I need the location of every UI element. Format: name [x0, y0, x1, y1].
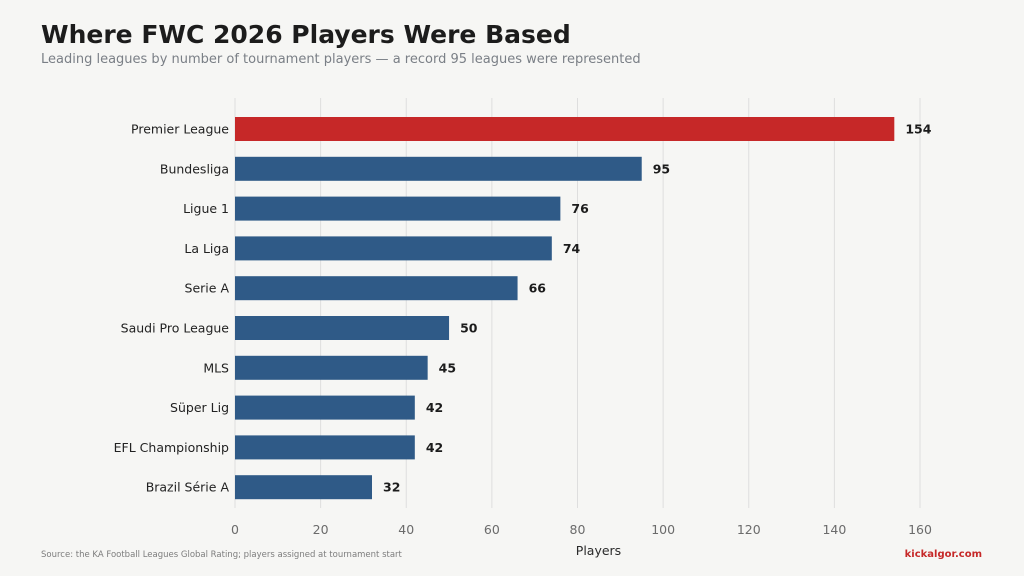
- x-tick-label: 60: [484, 522, 500, 537]
- x-tick-label: 0: [231, 522, 239, 537]
- source-note: Source: the KA Football Leagues Global R…: [41, 550, 402, 560]
- category-label: Serie A: [185, 281, 230, 296]
- category-label: Premier League: [131, 122, 229, 137]
- category-label: EFL Championship: [114, 440, 229, 455]
- value-label: 154: [905, 122, 931, 137]
- category-label: Ligue 1: [183, 201, 229, 216]
- x-axis-title: Players: [576, 543, 621, 558]
- bar: [235, 355, 428, 380]
- x-tick-label: 120: [737, 522, 761, 537]
- brand-link[interactable]: kickalgor.com: [904, 549, 982, 560]
- value-label: 50: [460, 321, 478, 336]
- category-label: Bundesliga: [160, 161, 229, 176]
- x-tick-label: 20: [313, 522, 329, 537]
- bar: [235, 117, 895, 141]
- value-label: 45: [439, 360, 456, 375]
- bar: [235, 236, 552, 261]
- bars: [235, 117, 895, 500]
- bar: [235, 196, 561, 221]
- value-label: 32: [383, 480, 400, 495]
- x-tick-label: 160: [908, 522, 932, 537]
- x-tick-label: 80: [570, 522, 586, 537]
- bar: [235, 395, 415, 420]
- value-label: 76: [571, 201, 589, 216]
- category-label: Saudi Pro League: [121, 321, 230, 336]
- value-label: 42: [426, 400, 443, 415]
- bar: [235, 475, 372, 500]
- x-tick-label: 40: [398, 522, 414, 537]
- x-tick-label: 100: [651, 522, 675, 537]
- value-label: 74: [563, 241, 581, 256]
- chart-subtitle: Leading leagues by number of tournament …: [41, 52, 641, 67]
- bar: [235, 435, 415, 460]
- bar: [235, 276, 518, 301]
- x-tick-label: 140: [822, 522, 846, 537]
- value-label: 42: [426, 440, 443, 455]
- category-label: La Liga: [184, 241, 229, 256]
- bar: [235, 316, 450, 340]
- value-label: 95: [653, 161, 670, 176]
- category-label: Brazil Série A: [146, 480, 230, 495]
- bar: [235, 156, 642, 181]
- labels: 0 20 40 60 80 100 120 140 160 Premier League 154 Bu…: [114, 122, 932, 538]
- chart-title: Where FWC 2026 Players Were Based: [41, 20, 571, 49]
- value-label: 66: [529, 281, 547, 296]
- category-label: MLS: [203, 360, 229, 375]
- category-label: Süper Lig: [170, 400, 229, 415]
